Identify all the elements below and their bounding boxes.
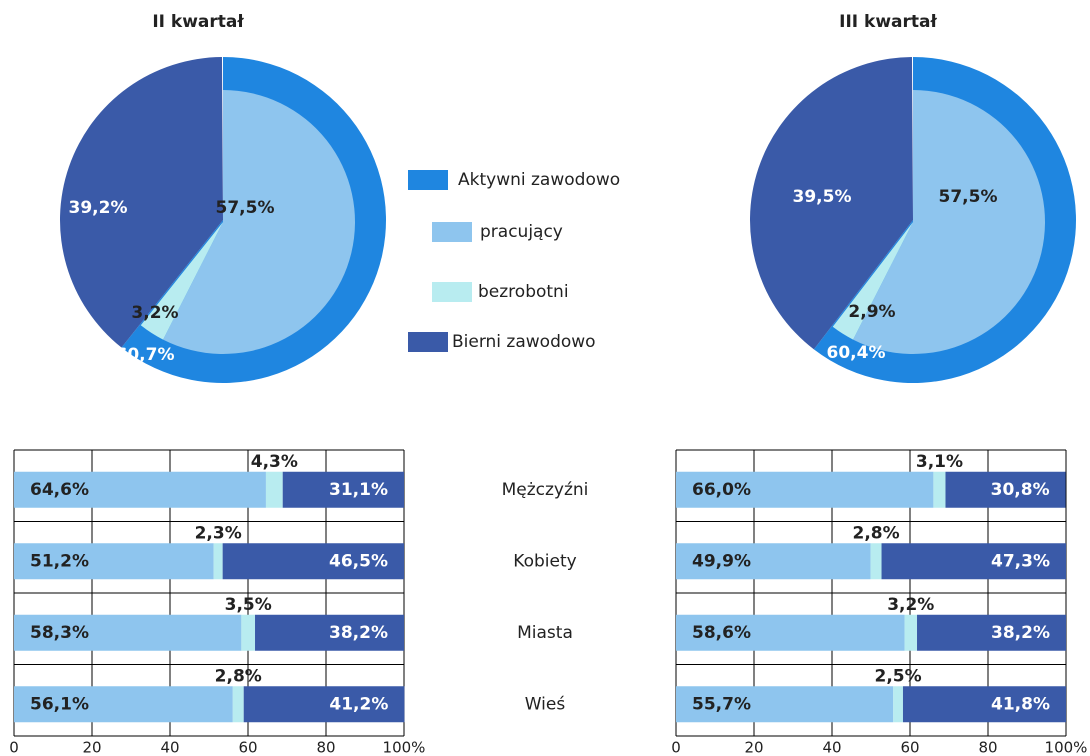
data-label: 64,6% bbox=[30, 480, 89, 500]
bar bbox=[14, 471, 266, 508]
data-label: 57,5% bbox=[939, 187, 998, 207]
data-label: 46,5% bbox=[329, 551, 388, 571]
data-label: 66,0% bbox=[692, 480, 751, 500]
data-label: 31,1% bbox=[329, 480, 388, 500]
data-label: 3,2% bbox=[131, 303, 178, 323]
pie-slice bbox=[853, 90, 1045, 354]
bar bbox=[904, 614, 918, 651]
data-label: 51,2% bbox=[30, 551, 89, 571]
x-tick-label: 100% bbox=[1045, 739, 1088, 756]
legend-label: pracujący bbox=[480, 222, 563, 242]
data-label: 60,7% bbox=[116, 345, 175, 365]
bar bbox=[676, 614, 905, 651]
x-tick-label: 60 bbox=[900, 739, 919, 756]
data-label: 58,6% bbox=[692, 623, 751, 643]
bar bbox=[255, 614, 404, 651]
legend-label: bezrobotni bbox=[478, 282, 569, 302]
legend-swatch bbox=[432, 282, 472, 302]
data-label: 58,3% bbox=[30, 623, 89, 643]
data-label: 2,8% bbox=[215, 666, 262, 686]
legend-swatch bbox=[408, 332, 448, 352]
category-label: Wieś bbox=[525, 694, 566, 714]
data-label: 49,9% bbox=[692, 551, 751, 571]
bar bbox=[870, 543, 882, 580]
pie-slice bbox=[749, 57, 913, 350]
bar bbox=[265, 471, 283, 508]
chart-title: III kwartał bbox=[839, 12, 937, 32]
data-label: 38,2% bbox=[991, 623, 1050, 643]
bar bbox=[232, 686, 244, 723]
x-tick-label: 100% bbox=[383, 739, 426, 756]
data-label: 39,2% bbox=[69, 198, 128, 218]
x-tick-label: 40 bbox=[160, 739, 179, 756]
bar bbox=[902, 686, 1066, 723]
bar bbox=[881, 543, 1066, 580]
bar bbox=[14, 686, 233, 723]
category-label: Mężczyźni bbox=[502, 480, 589, 500]
x-tick-label: 80 bbox=[978, 739, 997, 756]
data-label: 41,8% bbox=[991, 694, 1050, 714]
legend-label: Bierni zawodowo bbox=[452, 332, 596, 352]
bar bbox=[282, 471, 404, 508]
bar bbox=[933, 471, 946, 508]
data-label: 2,9% bbox=[848, 302, 895, 322]
data-label: 3,5% bbox=[225, 595, 272, 615]
bar bbox=[676, 471, 934, 508]
x-tick-label: 20 bbox=[744, 739, 763, 756]
chart-title: II kwartał bbox=[152, 12, 244, 32]
x-tick-label: 40 bbox=[822, 739, 841, 756]
data-label: 2,5% bbox=[875, 666, 922, 686]
data-label: 3,1% bbox=[916, 452, 963, 472]
legend-label: Aktywni zawodowo bbox=[458, 170, 620, 190]
data-label: 3,2% bbox=[887, 595, 934, 615]
data-label: 56,1% bbox=[30, 694, 89, 714]
data-label: 4,3% bbox=[251, 452, 298, 472]
bar bbox=[945, 471, 1066, 508]
pie-slice bbox=[60, 57, 224, 348]
bar bbox=[676, 543, 871, 580]
x-tick-label: 0 bbox=[9, 739, 19, 756]
data-label: 47,3% bbox=[991, 551, 1050, 571]
data-label: 39,5% bbox=[793, 187, 852, 207]
bar bbox=[222, 543, 404, 580]
data-label: 2,8% bbox=[852, 523, 899, 543]
data-label: 60,4% bbox=[827, 343, 886, 363]
category-label: Miasta bbox=[517, 623, 573, 643]
data-label: 2,3% bbox=[195, 523, 242, 543]
pie-slice bbox=[140, 222, 223, 340]
pie-slice bbox=[163, 90, 355, 354]
x-tick-label: 80 bbox=[316, 739, 335, 756]
data-label: 38,2% bbox=[329, 623, 388, 643]
x-tick-label: 60 bbox=[238, 739, 257, 756]
bar bbox=[676, 686, 894, 723]
x-tick-label: 0 bbox=[671, 739, 681, 756]
bar bbox=[241, 614, 256, 651]
bar bbox=[893, 686, 903, 723]
data-label: 57,5% bbox=[216, 198, 275, 218]
legend-swatch bbox=[432, 222, 472, 242]
bar bbox=[14, 614, 242, 651]
x-tick-label: 20 bbox=[82, 739, 101, 756]
pie-slice bbox=[832, 222, 913, 340]
data-label: 30,8% bbox=[991, 480, 1050, 500]
bar bbox=[213, 543, 223, 580]
data-label: 41,2% bbox=[329, 694, 388, 714]
bar bbox=[14, 543, 214, 580]
bar bbox=[243, 686, 405, 723]
data-label: 55,7% bbox=[692, 694, 751, 714]
legend-swatch bbox=[408, 170, 448, 190]
category-label: Kobiety bbox=[513, 551, 576, 571]
bar bbox=[917, 614, 1066, 651]
